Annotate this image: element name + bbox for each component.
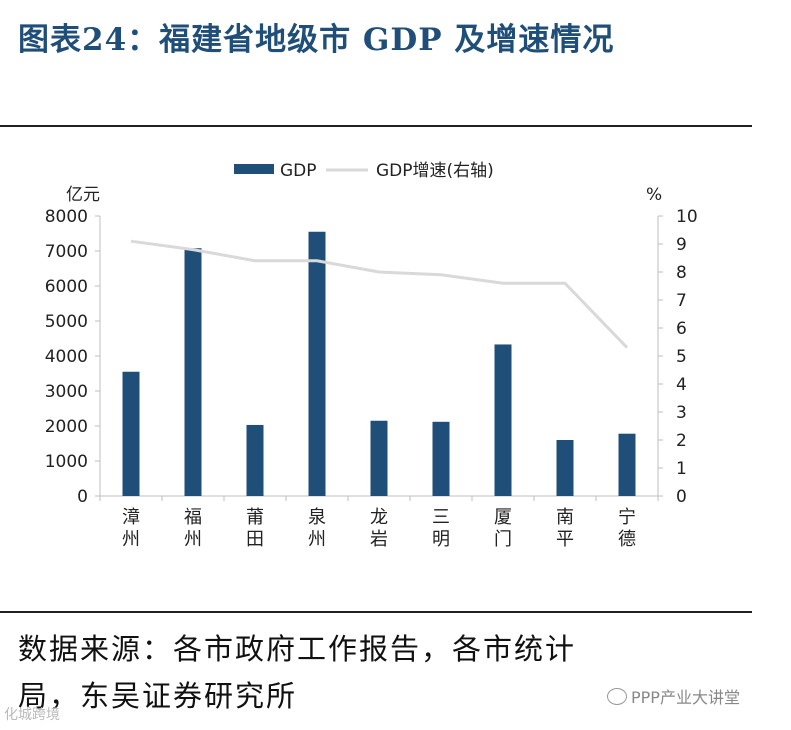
legend-label-growth: GDP增速(右轴) xyxy=(376,161,494,181)
right-tick-label: 10 xyxy=(676,207,698,227)
x-tick-label: 平 xyxy=(556,529,574,550)
x-tick-label: 田 xyxy=(246,529,264,550)
source-line-2: 局，东吴证券研究所 xyxy=(18,679,298,713)
left-tick-label: 4000 xyxy=(45,347,88,367)
left-tick-label: 5000 xyxy=(45,312,88,332)
x-tick-label: 明 xyxy=(432,529,450,550)
source-note: 数据来源：各市政府工作报告，各市统计 局，东吴证券研究所 xyxy=(18,626,758,720)
left-tick-label: 6000 xyxy=(45,277,88,297)
left-tick-label: 3000 xyxy=(45,382,88,402)
bar-gdp xyxy=(618,433,636,496)
watermark-left: 化城跨境 xyxy=(4,707,60,723)
x-tick-label: 泉 xyxy=(308,507,326,528)
left-tick-label: 7000 xyxy=(45,242,88,262)
x-tick-label: 漳 xyxy=(122,507,140,528)
x-tick-label: 宁 xyxy=(618,507,636,528)
bar-gdp xyxy=(370,420,388,496)
source-line-1: 数据来源：各市政府工作报告，各市统计 xyxy=(18,632,577,666)
right-tick-label: 5 xyxy=(676,347,687,367)
x-tick-label: 门 xyxy=(494,529,512,550)
x-tick-label: 厦 xyxy=(494,507,512,528)
right-tick-label: 9 xyxy=(676,235,687,255)
x-tick-label: 福 xyxy=(184,507,202,528)
line-gdp-growth xyxy=(130,239,629,349)
right-tick-label: 2 xyxy=(676,431,687,451)
figure-title: 图表24：福建省地级市 GDP 及增速情况 xyxy=(18,22,615,58)
chart: 0 1000 2000 3000 4000 5000 6000 7000 8000 0 1 2 3 4 5 6… xyxy=(45,161,698,550)
right-tick-label: 0 xyxy=(676,487,687,507)
right-tick-label: 8 xyxy=(676,263,687,283)
watermark-right-label: PPP产业大讲堂 xyxy=(631,688,740,707)
bar-gdp xyxy=(556,440,574,496)
x-tick-label: 德 xyxy=(618,529,636,550)
bar-gdp xyxy=(432,421,450,496)
right-tick-label: 4 xyxy=(676,375,687,395)
right-tick-label: 6 xyxy=(676,319,687,339)
wechat-icon xyxy=(607,687,627,705)
left-tick-label: 2000 xyxy=(45,417,88,437)
x-tick-label: 州 xyxy=(122,529,140,550)
right-tick-label: 7 xyxy=(676,291,687,311)
bar-gdp xyxy=(308,231,326,496)
x-tick-label: 南 xyxy=(556,507,574,528)
bottom-rule xyxy=(0,611,752,613)
x-tick-label: 三 xyxy=(432,507,450,528)
x-tick-label: 州 xyxy=(184,529,202,550)
watermark-right: PPP产业大讲堂 xyxy=(607,684,740,708)
left-tick-label: 1000 xyxy=(45,452,88,472)
right-tick-label: 1 xyxy=(676,459,687,479)
bar-gdp xyxy=(246,424,264,496)
left-tick-label: 8000 xyxy=(45,207,88,227)
bar-gdp xyxy=(184,248,202,496)
bar-gdp xyxy=(494,344,512,496)
x-tick-label: 莆 xyxy=(246,507,264,528)
bar-gdp xyxy=(122,371,140,496)
left-tick-label: 0 xyxy=(77,487,88,507)
x-tick-label: 龙 xyxy=(370,507,388,528)
x-tick-label: 岩 xyxy=(370,529,388,550)
right-axis-unit: % xyxy=(646,185,662,205)
left-axis-unit: 亿元 xyxy=(66,185,100,205)
top-rule xyxy=(0,125,752,127)
right-tick-label: 3 xyxy=(676,403,687,423)
legend-label-gdp: GDP xyxy=(280,161,317,181)
legend-swatch-gdp xyxy=(234,164,274,174)
x-tick-label: 州 xyxy=(308,529,326,550)
